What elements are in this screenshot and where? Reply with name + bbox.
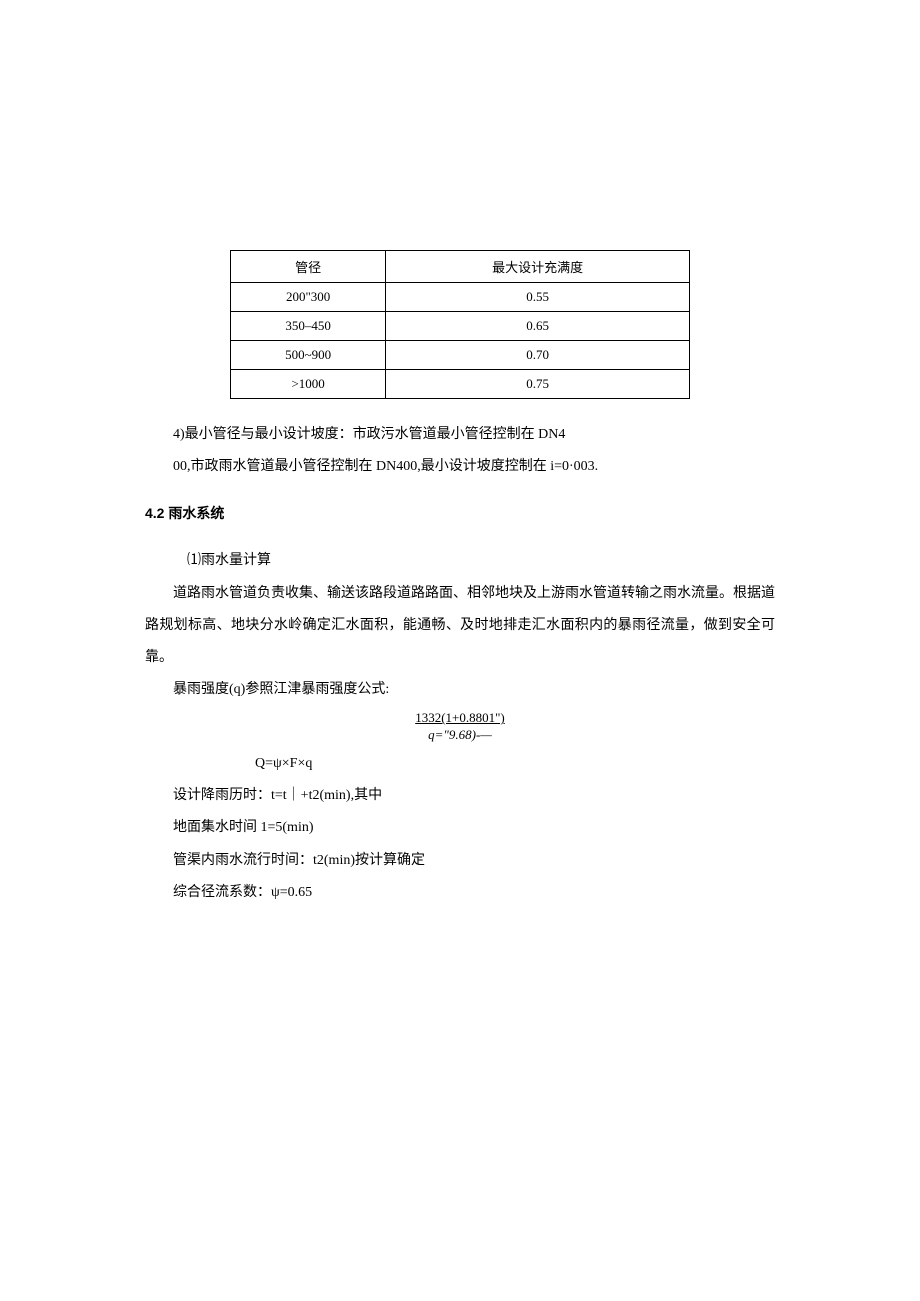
table-row: 500~900 0.70 xyxy=(231,341,690,370)
cell: 0.55 xyxy=(386,283,690,312)
pipe-diameter-table: 管径 最大设计充满度 200"300 0.55 350–450 0.65 500… xyxy=(230,250,690,399)
para-storm-intensity: 暴雨强度(q)参照江津暴雨强度公式: xyxy=(145,674,775,706)
formula-block: 1332(1+0.8801") q="9.68)-— xyxy=(145,710,775,744)
table-row: 200"300 0.55 xyxy=(231,283,690,312)
formula-numerator: 1332(1+0.8801") xyxy=(415,710,505,725)
spec-runoff-coefficient: 综合径流系数：ψ=0.65 xyxy=(145,877,775,909)
formula-q: Q=ψ×F×q xyxy=(255,748,775,780)
para-road-rainwater: 道路雨水管道负责收集、输送该路段道路路面、相邻地块及上游雨水管道转输之雨水流量。… xyxy=(145,578,775,675)
header-col1: 管径 xyxy=(231,251,386,283)
para-min-diameter-line2: 00,市政雨水管道最小管径控制在 DN400,最小设计坡度控制在 i=0·003… xyxy=(145,451,775,483)
cell: 500~900 xyxy=(231,341,386,370)
spec-channel-flow-time: 管渠内雨水流行时间：t2(min)按计算确定 xyxy=(145,845,775,877)
spec-design-rain-duration: 设计降雨历时：t=t｜+t2(min),其中 xyxy=(145,780,775,812)
subheading-calc: ⑴雨水量计算 xyxy=(159,545,775,577)
table-header-row: 管径 最大设计充满度 xyxy=(231,251,690,283)
cell: 0.70 xyxy=(386,341,690,370)
table-row: >1000 0.75 xyxy=(231,370,690,399)
header-col2: 最大设计充满度 xyxy=(386,251,690,283)
table-row: 350–450 0.65 xyxy=(231,312,690,341)
section-heading-4-2: 4.2 雨水系统 xyxy=(145,503,775,523)
cell: 200"300 xyxy=(231,283,386,312)
spec-ground-collect-time: 地面集水时间 1=5(min) xyxy=(145,812,775,844)
para-min-diameter-line1: 4)最小管径与最小设计坡度：市政污水管道最小管径控制在 DN4 xyxy=(145,419,775,451)
cell: 0.75 xyxy=(386,370,690,399)
cell: 0.65 xyxy=(386,312,690,341)
cell: 350–450 xyxy=(231,312,386,341)
formula-denominator: q="9.68)-— xyxy=(428,727,492,742)
table: 管径 最大设计充满度 200"300 0.55 350–450 0.65 500… xyxy=(230,250,690,399)
cell: >1000 xyxy=(231,370,386,399)
